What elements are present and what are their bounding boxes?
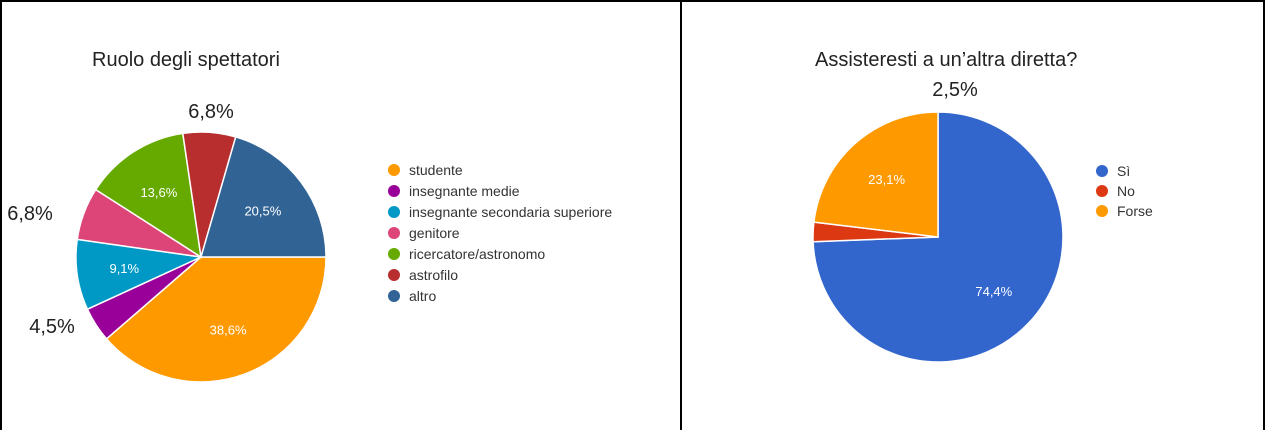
legend-label-astrofilo: astrofilo [409,267,458,283]
legend-swatch-forse [1096,205,1108,217]
pie-ruolo: 38,6% 4,5% 9,1% 6,8% 13,6% 6,8% 20,5% [7,101,327,383]
chart-title-ruolo: Ruolo degli spettatori [92,49,280,71]
value-label-genitore: 6,8% [7,203,53,225]
pie-slice-studente [105,256,327,383]
pie-slice-forse [813,111,939,238]
legend-swatch-insegnante-secondaria-superiore [388,206,400,218]
value-label-altro: 20,5% [244,203,281,218]
legend-ruolo: studente insegnante medie insegnante secon… [388,162,612,304]
legend-swatch-astrofilo [388,269,400,281]
legend-label-genitore: genitore [409,225,460,241]
legend-label-altro: altro [409,288,436,304]
legend-swatch-si [1096,165,1108,177]
pie-slice-altro [200,135,327,258]
legend-swatch-altro [388,290,400,302]
legend-assisteresti: Sì No Forse [1096,163,1153,219]
value-label-astrofilo: 6,8% [188,101,234,123]
legend-label-studente: studente [409,162,463,178]
legend-label-insegnante-secondaria-superiore: insegnante secondaria superiore [409,204,612,220]
value-label-studente: 38,6% [210,323,247,338]
value-label-ricercatore-astronomo: 13,6% [140,185,177,200]
legend-label-insegnante-medie: insegnante medie [409,183,520,199]
legend-swatch-studente [388,164,400,176]
legend-swatch-ricercatore-astronomo [388,248,400,260]
value-label-no: 2,5% [932,79,978,101]
legend-label-no: No [1117,183,1135,199]
value-label-insegnante-secondaria-superiore: 9,1% [109,261,139,276]
pie-layer: 38,6% 4,5% 9,1% 6,8% 13,6% 6,8% 20,5% studente i… [7,79,1153,383]
pie-assisteresti: 74,4% 2,5% 23,1% [812,79,1064,363]
legend-label-si: Sì [1117,163,1130,179]
chart-title-assisteresti: Assisteresti a un’altra diretta? [815,49,1077,71]
value-label-si: 74,4% [975,284,1012,299]
legend-swatch-no [1096,185,1108,197]
value-label-insegnante-medie: 4,5% [29,316,75,338]
legend-label-ricercatore-astronomo: ricercatore/astronomo [409,246,545,262]
value-label-forse: 23,1% [868,172,905,187]
legend-swatch-insegnante-medie [388,185,400,197]
legend-label-forse: Forse [1117,203,1153,219]
legend-swatch-genitore [388,227,400,239]
panel-divider [680,0,682,430]
pie-slice-ricercatore-astronomo [94,132,202,259]
